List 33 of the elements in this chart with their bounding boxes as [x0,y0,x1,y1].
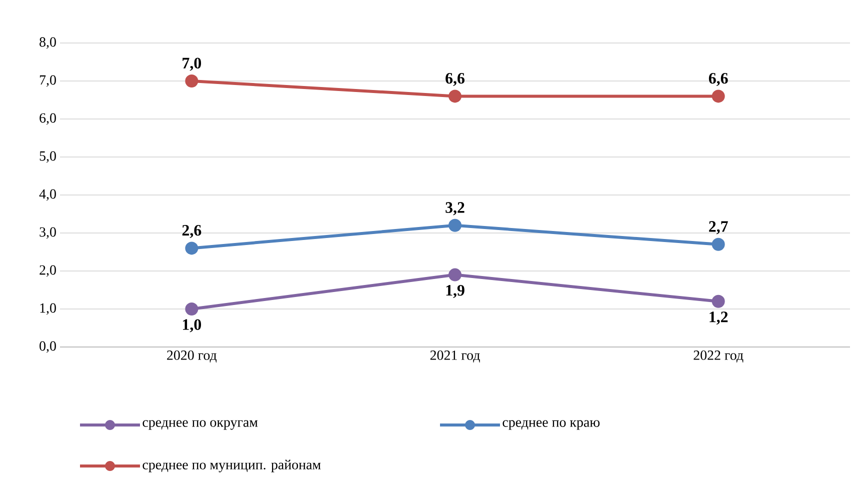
data-label: 6,6 [708,72,728,86]
y-tick-label: 5,0 [40,151,56,163]
data-label: 3,2 [446,202,464,216]
point [185,74,198,88]
y-tick-label: 0,0 [40,341,56,353]
y-tick-label: 4,0 [39,189,56,201]
point [448,268,462,282]
x-tick-label: 2020 год [167,350,217,362]
y-tick-label: 2,0 [40,265,56,277]
data-label: 2,7 [709,221,728,234]
x-tick-label: 2022 год [694,350,744,362]
y-tick-label: 7,0 [40,75,56,87]
data-label: 6,6 [446,72,464,86]
point [712,90,725,103]
point [712,238,725,251]
point [712,294,725,308]
y-tick-label: 8,0 [40,37,56,49]
y-tick-label: 3,0 [40,227,56,239]
legend-label: среднее по округам [142,420,258,430]
point [448,218,462,232]
data-label: 1,9 [446,285,464,298]
point [448,90,462,103]
x-tick-label: 2021 год [430,350,480,362]
point [185,302,198,316]
legend-label: среднее по краю [502,420,600,430]
data-label: 1,0 [182,319,202,332]
y-tick-label: 1,0 [40,303,56,315]
data-label: 2,6 [182,224,202,238]
data-label: 1,2 [710,312,728,325]
data-label: 7,0 [182,58,202,71]
y-tick-label: 6,0 [40,113,56,125]
point [185,242,198,255]
legend-label: среднее по муницип. районам [142,460,321,472]
